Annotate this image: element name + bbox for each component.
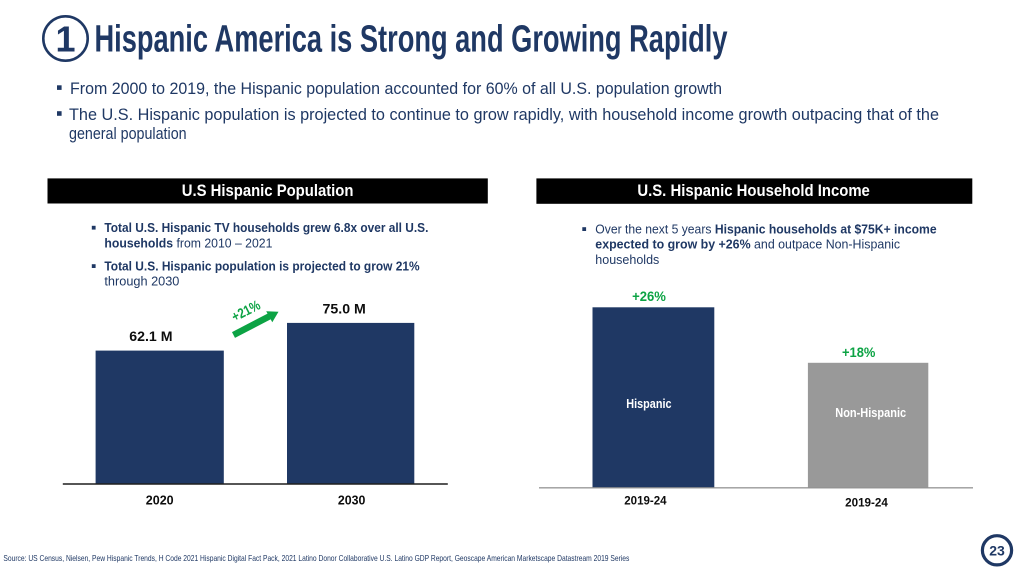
svg-text:Total U.S. Hispanic population: Total U.S. Hispanic population is projec…: [104, 258, 420, 273]
svg-text:The U.S. Hispanic population i: The U.S. Hispanic population is projecte…: [69, 105, 939, 124]
svg-text:Over the next 5 years Hispanic: Over the next 5 years Hispanic household…: [595, 222, 936, 237]
svg-text:+18%: +18%: [842, 344, 876, 360]
svg-text:Total U.S. Hispanic TV househo: Total U.S. Hispanic TV households grew 6…: [104, 220, 428, 235]
svg-text:general population: general population: [69, 124, 187, 143]
svg-text:Hispanic: Hispanic: [626, 396, 671, 411]
svg-text:62.1 M: 62.1 M: [129, 328, 172, 344]
svg-text:through 2030: through 2030: [104, 273, 179, 288]
svg-text:U.S Hispanic Population: U.S Hispanic Population: [182, 181, 354, 200]
svg-text:U.S. Hispanic Household Income: U.S. Hispanic Household Income: [637, 181, 870, 200]
svg-text:Non-Hispanic: Non-Hispanic: [835, 405, 906, 420]
svg-text:households: households: [595, 252, 659, 267]
svg-text:Source: US Census, Nielsen, Pe: Source: US Census, Nielsen, Pew Hispanic…: [3, 554, 629, 563]
svg-text:23: 23: [989, 542, 1005, 558]
svg-text:From 2000 to 2019, the Hispani: From 2000 to 2019, the Hispanic populati…: [70, 79, 722, 98]
svg-text:+26%: +26%: [632, 288, 666, 304]
svg-text:1: 1: [55, 19, 75, 60]
svg-text:Hispanic America is Strong and: Hispanic America is Strong and Growing R…: [95, 18, 728, 60]
svg-text:75.0 M: 75.0 M: [323, 300, 366, 316]
svg-text:expected to grow by +26% and o: expected to grow by +26% and outpace Non…: [595, 237, 900, 252]
svg-text:households from 2010 – 2021: households from 2010 – 2021: [104, 235, 272, 250]
svg-text:2030: 2030: [338, 494, 366, 508]
svg-text:2019-24: 2019-24: [845, 496, 888, 510]
svg-text:2019-24: 2019-24: [624, 493, 667, 507]
svg-text:2020: 2020: [146, 494, 174, 508]
